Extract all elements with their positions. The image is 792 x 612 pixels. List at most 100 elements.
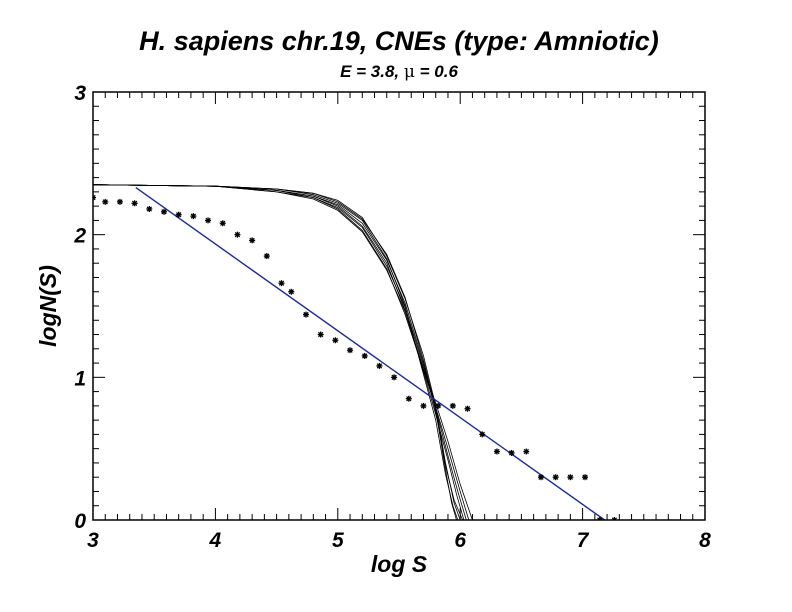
data-point <box>131 200 138 207</box>
data-point-d2 <box>523 448 529 455</box>
x-tick-label: 3 <box>87 529 99 552</box>
data-point-d2 <box>190 213 197 219</box>
data-point-d2 <box>278 280 285 286</box>
data-point-d2 <box>332 337 339 343</box>
data-point-d2 <box>102 199 108 205</box>
data-point-d2 <box>264 253 270 259</box>
data-point <box>611 517 618 520</box>
data-point <box>449 402 456 409</box>
data-layer <box>93 184 618 520</box>
data-point-d2 <box>220 220 226 226</box>
data-point-d1 <box>93 196 96 201</box>
data-point <box>116 198 123 205</box>
data-point <box>537 474 544 481</box>
data-point <box>190 213 197 220</box>
data-point <box>479 431 486 438</box>
data-point <box>175 211 182 218</box>
data-point <box>219 220 226 227</box>
chart-title: H. sapiens chr.19, CNEs (type: Amniotic) <box>139 26 659 56</box>
subtitle-prefix: E = 3.8, <box>340 62 404 81</box>
data-point-d2 <box>406 396 412 402</box>
x-tick-label: 6 <box>454 529 466 552</box>
data-point-d2 <box>318 331 324 338</box>
data-point-d2 <box>234 232 241 238</box>
data-point-d2 <box>598 517 603 520</box>
data-point-d2 <box>347 347 353 353</box>
data-point-d2 <box>176 212 182 218</box>
data-point-d2 <box>435 403 441 409</box>
data-point <box>302 311 309 318</box>
subtitle-mu-symbol: μ <box>404 62 415 82</box>
data-point-d2 <box>613 517 618 520</box>
data-point <box>347 347 354 354</box>
data-point <box>361 352 368 359</box>
data-point-d2 <box>391 374 397 380</box>
data-point <box>93 194 96 201</box>
data-point <box>263 253 270 260</box>
data-point-d2 <box>508 450 515 456</box>
model-curve-5 <box>93 184 465 520</box>
x-axis-label: log S <box>371 551 428 577</box>
x-tick-label: 8 <box>699 529 711 552</box>
data-point <box>278 280 285 287</box>
data-point-d2 <box>479 431 485 438</box>
data-point <box>405 395 412 402</box>
data-point-d2 <box>538 474 544 480</box>
data-point-d1 <box>597 517 601 520</box>
data-point <box>552 474 559 481</box>
data-point-d2 <box>450 403 456 409</box>
data-point-d2 <box>288 289 294 295</box>
data-point-d2 <box>117 199 123 205</box>
data-point <box>288 288 295 295</box>
fit-line <box>135 187 606 520</box>
data-point-d2 <box>567 474 574 480</box>
plot-frame <box>92 91 706 521</box>
data-point <box>160 208 167 215</box>
data-point-d2 <box>464 406 471 412</box>
x-tick-label: 7 <box>577 529 590 552</box>
data-point <box>435 402 442 409</box>
data-point-d2 <box>249 237 255 244</box>
data-point <box>420 402 427 409</box>
data-point <box>317 331 324 338</box>
data-point <box>493 448 500 455</box>
data-point-d2 <box>205 217 211 224</box>
data-point-d2 <box>131 200 138 206</box>
data-point-d2 <box>93 194 96 199</box>
model-curve-1 <box>93 184 463 520</box>
y-tick-label: 3 <box>74 82 86 105</box>
data-point <box>464 405 471 412</box>
data-point-d2 <box>494 448 500 455</box>
plot-area <box>93 184 618 520</box>
data-point <box>376 362 383 369</box>
data-point <box>523 448 530 455</box>
model-curve-2 <box>93 184 467 520</box>
axes: 3 4 5 6 7 8 0 1 2 3 <box>73 82 711 552</box>
model-curve-4 <box>93 184 459 520</box>
data-point-d2 <box>376 363 383 369</box>
data-point-d1 <box>611 517 616 520</box>
model-curve-6 <box>93 184 470 520</box>
data-point <box>567 474 574 481</box>
data-point <box>249 237 256 244</box>
x-tick-label: 4 <box>209 529 222 552</box>
model-curve-0 <box>93 184 461 520</box>
data-point <box>332 337 339 344</box>
chart-subtitle: E = 3.8, μ = 0.6 <box>340 62 458 82</box>
data-point <box>596 517 603 520</box>
data-point-d2 <box>303 311 309 318</box>
data-point <box>508 449 515 456</box>
data-point <box>146 205 153 212</box>
data-point-d2 <box>420 403 427 409</box>
data-point <box>582 474 589 481</box>
y-tick-label: 0 <box>74 510 86 533</box>
y-tick-label: 2 <box>73 225 86 248</box>
x-tick-label: 5 <box>332 529 344 552</box>
model-curve-7 <box>93 184 457 520</box>
data-point-d2 <box>553 474 559 480</box>
data-point-d2 <box>362 353 368 359</box>
data-point-d2 <box>582 474 588 480</box>
data-point <box>102 198 109 205</box>
